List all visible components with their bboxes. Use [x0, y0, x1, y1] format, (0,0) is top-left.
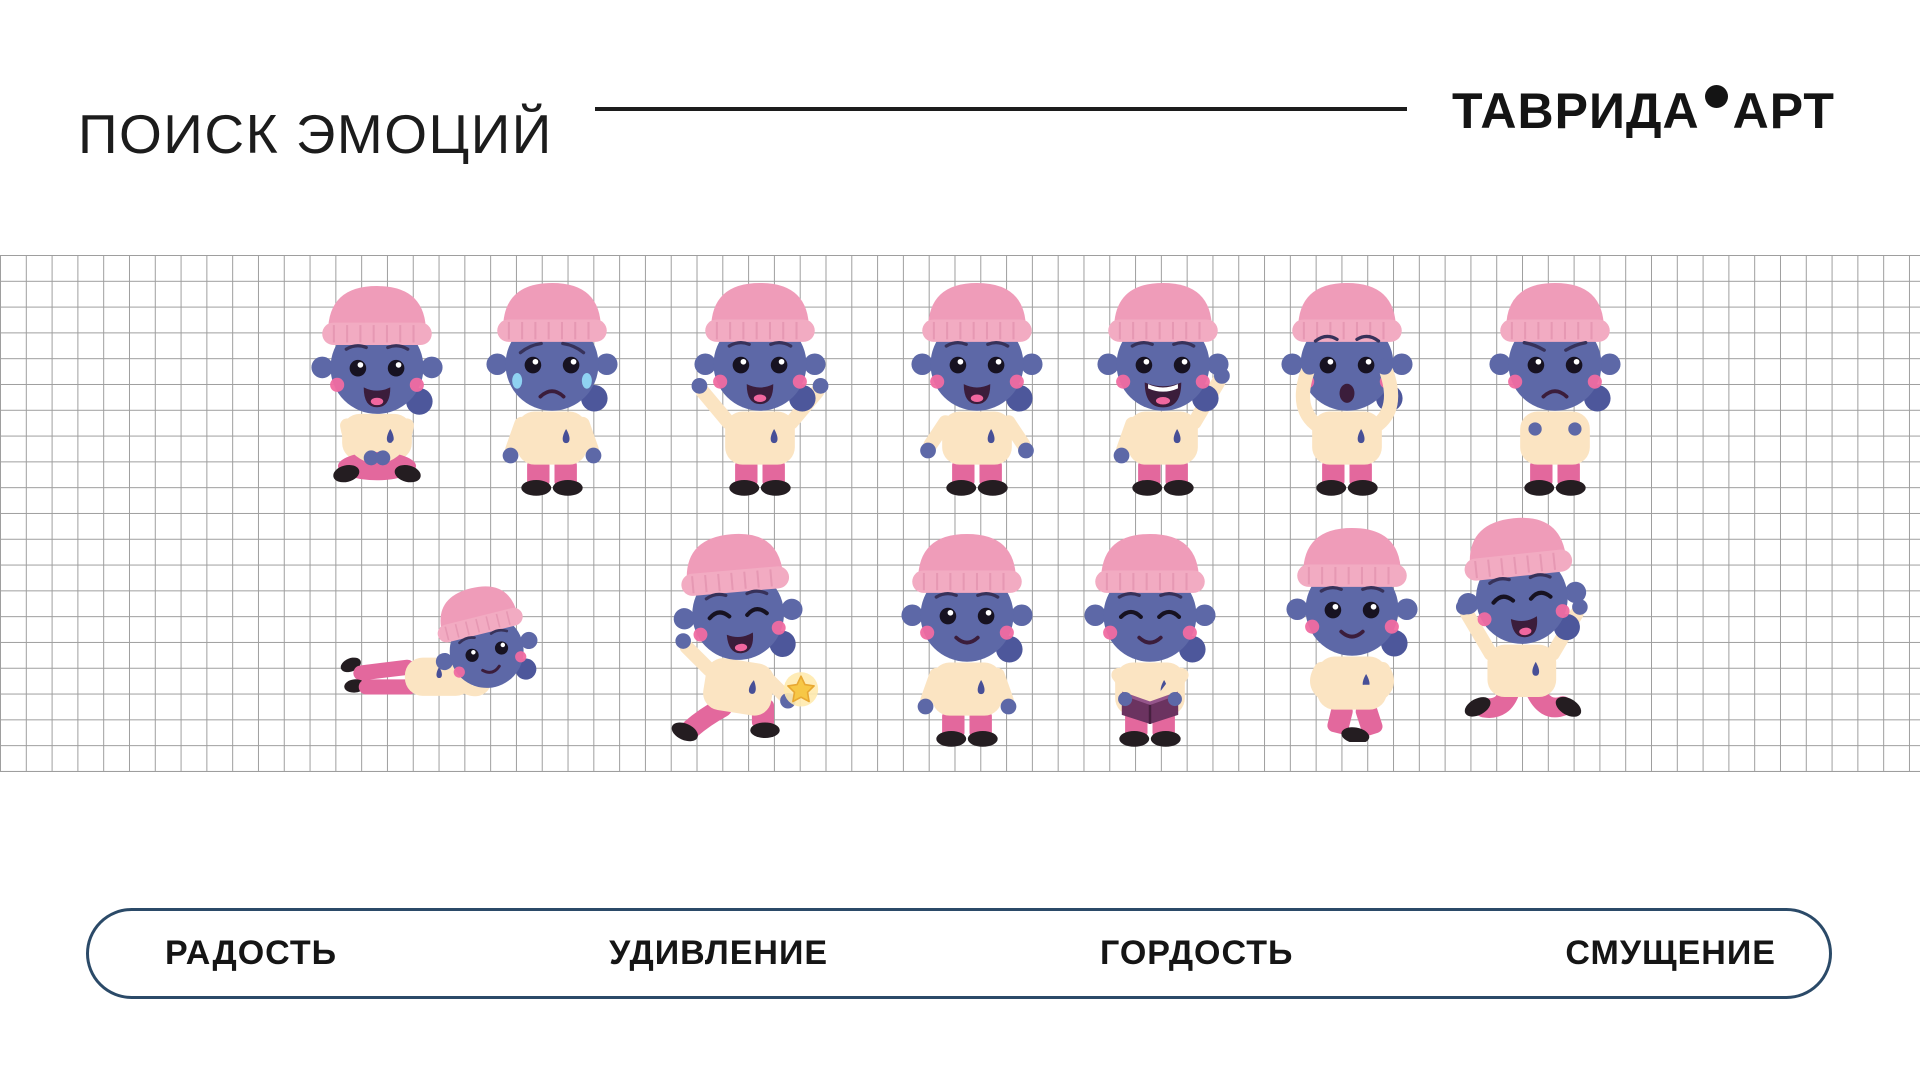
emotion-legend: РАДОСТЬ УДИВЛЕНИЕ ГОРДОСТЬ СМУЩЕНИЕ — [86, 908, 1832, 999]
character-arms-crossed[interactable] — [1472, 273, 1638, 497]
character-star-kneeling[interactable] — [657, 524, 837, 745]
character-jumping[interactable] — [1440, 508, 1620, 729]
character-shy-pockets[interactable] — [1269, 518, 1435, 742]
emotion-label-pride[interactable]: ГОРДОСТЬ — [1100, 934, 1294, 972]
brand-word-second: АРТ — [1732, 83, 1835, 139]
character-surprised[interactable] — [1264, 273, 1430, 497]
page-title: ПОИСК ЭМОЦИЙ — [78, 102, 553, 165]
header-divider-line — [595, 107, 1407, 111]
emotion-label-surprise[interactable]: УДИВЛЕНИЕ — [609, 934, 829, 972]
character-waving[interactable] — [1080, 273, 1246, 497]
character-reading-book[interactable] — [1067, 524, 1233, 748]
character-crying[interactable] — [469, 273, 635, 497]
emotion-label-joy[interactable]: РАДОСТЬ — [165, 934, 338, 972]
character-sitting-happy[interactable] — [294, 276, 460, 492]
character-standing-smile[interactable] — [894, 273, 1060, 497]
brand-logo: ТАВРИДА АРТ — [1452, 83, 1835, 139]
emotion-label-embarrassment[interactable]: СМУЩЕНИЕ — [1565, 934, 1776, 972]
character-standing-calm[interactable] — [884, 524, 1050, 748]
character-lying-relaxed[interactable] — [335, 585, 546, 717]
brand-word-first: ТАВРИДА — [1452, 83, 1700, 139]
character-arms-wide[interactable] — [677, 273, 843, 497]
brand-dot-icon — [1704, 85, 1728, 108]
